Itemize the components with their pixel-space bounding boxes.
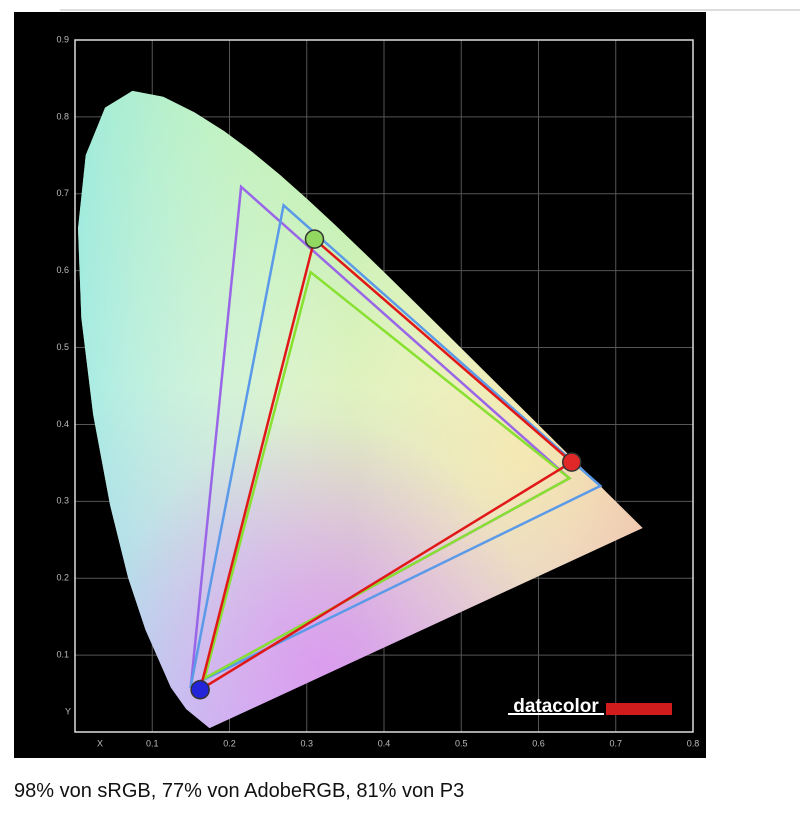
chart: X Y datacolor 0.1 0.2 0.3 0.4 0.5 0.6 0.7 0.8 0.…	[14, 9, 800, 758]
logo-underline	[508, 713, 604, 715]
logo-bar	[606, 703, 672, 715]
primary-marker	[561, 452, 582, 472]
y-tick-label: 0.4	[56, 419, 69, 429]
y-tick-label: 0.3	[56, 496, 69, 506]
gamut-triangle	[198, 236, 574, 693]
x-tick-label: 0.4	[378, 738, 391, 748]
x-tick-label: 0.3	[300, 738, 313, 748]
logo: datacolor	[513, 696, 599, 717]
x-axis-label: X	[97, 738, 103, 748]
x-tick-label: 0.1	[146, 738, 159, 748]
y-tick-label: 0.8	[56, 111, 69, 121]
y-tick-label: 0.9	[56, 34, 69, 44]
primary-marker	[190, 679, 210, 700]
y-tick-label: 0.2	[56, 573, 69, 583]
caption: 98% von sRGB, 77% von AdobeRGB, 81% von …	[14, 780, 465, 802]
y-axis-label: Y	[65, 706, 71, 716]
x-tick-label: 0.7	[609, 738, 622, 748]
gamut-triangle	[189, 202, 603, 689]
x-tick-label: 0.2	[223, 738, 236, 748]
y-tick-label: 0.5	[56, 342, 69, 352]
x-tick-label: 0.6	[532, 738, 545, 748]
gamut-triangle	[202, 270, 572, 681]
y-tick-label: 0.1	[56, 649, 69, 659]
x-tick-label: 0.5	[455, 738, 468, 748]
y-tick-label: 0.7	[56, 188, 69, 198]
y-tick-label: 0.6	[56, 265, 69, 275]
plot-frame	[74, 39, 694, 733]
primary-marker	[304, 229, 325, 249]
x-tick-label: 0.8	[687, 738, 700, 748]
